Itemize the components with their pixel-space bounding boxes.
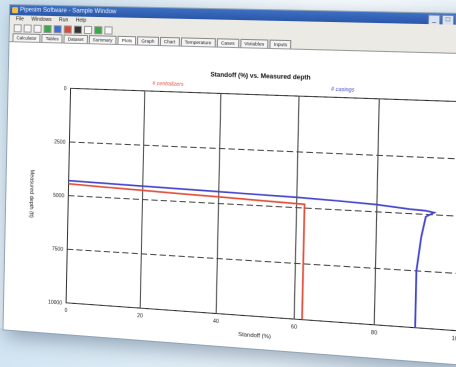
settings-icon[interactable]: [74, 26, 82, 34]
run-icon[interactable]: [44, 25, 52, 33]
help-icon[interactable]: [104, 26, 112, 34]
tab-graph[interactable]: Graph: [137, 36, 158, 45]
y-tick-label: 2500: [54, 139, 66, 146]
x-axis-label: Standoff (%): [238, 332, 271, 341]
chart: 020406080100025005000750010000Standoff (…: [3, 42, 456, 365]
chart-title: Standoff (%) vs. Measured depth: [210, 72, 311, 81]
x-tick-label: 20: [137, 313, 143, 320]
tab-inputs[interactable]: Inputs: [269, 40, 291, 49]
tab-calculator[interactable]: Calculator: [12, 33, 40, 42]
plot-frame: [66, 88, 456, 330]
refresh-icon[interactable]: [94, 26, 102, 34]
app-icon: [12, 7, 18, 13]
stop-icon[interactable]: [64, 25, 72, 33]
tab-tables[interactable]: Tables: [42, 34, 63, 43]
tab-dataset[interactable]: Dataset: [64, 34, 88, 43]
x-tick-label: 0: [64, 308, 67, 314]
window-frame: Pipesim Software - Sample Window _ □ × F…: [2, 4, 456, 366]
menu-file[interactable]: File: [16, 16, 24, 22]
tab-variables[interactable]: Variables: [240, 39, 269, 48]
tab-cases[interactable]: Cases: [217, 38, 239, 47]
tab-temperature[interactable]: Temperature: [180, 37, 215, 46]
plot-area: 0 20 40 60 80 100 0 2500 5000 7500 10000 Standoff (…: [3, 42, 456, 365]
graph-icon[interactable]: [54, 25, 62, 33]
y-tick-label: 5000: [53, 193, 65, 200]
y-tick-label: 0: [64, 86, 67, 92]
print-icon[interactable]: [84, 26, 92, 34]
save-icon[interactable]: [34, 25, 42, 33]
menu-run[interactable]: Run: [59, 17, 68, 23]
x-tick-label: 80: [371, 330, 378, 337]
y-axis-label: Measured depth (ft): [28, 169, 35, 218]
legend-label: # casings: [331, 87, 355, 94]
tab-chart[interactable]: Chart: [159, 37, 179, 46]
menu-windows[interactable]: Windows: [31, 17, 51, 23]
y-tick-label: 10000: [48, 299, 62, 306]
new-icon[interactable]: [14, 24, 22, 32]
y-tick-label: 7500: [52, 246, 64, 253]
tab-summary[interactable]: Summary: [89, 35, 117, 44]
tab-plots[interactable]: Plots: [117, 36, 136, 45]
menu-help[interactable]: Help: [76, 18, 87, 24]
open-icon[interactable]: [24, 24, 32, 32]
x-tick-label: 100: [451, 336, 456, 343]
x-tick-label: 40: [213, 318, 219, 325]
legend-label: # centralizers: [152, 81, 184, 88]
window-title: Pipesim Software - Sample Window: [20, 7, 117, 15]
